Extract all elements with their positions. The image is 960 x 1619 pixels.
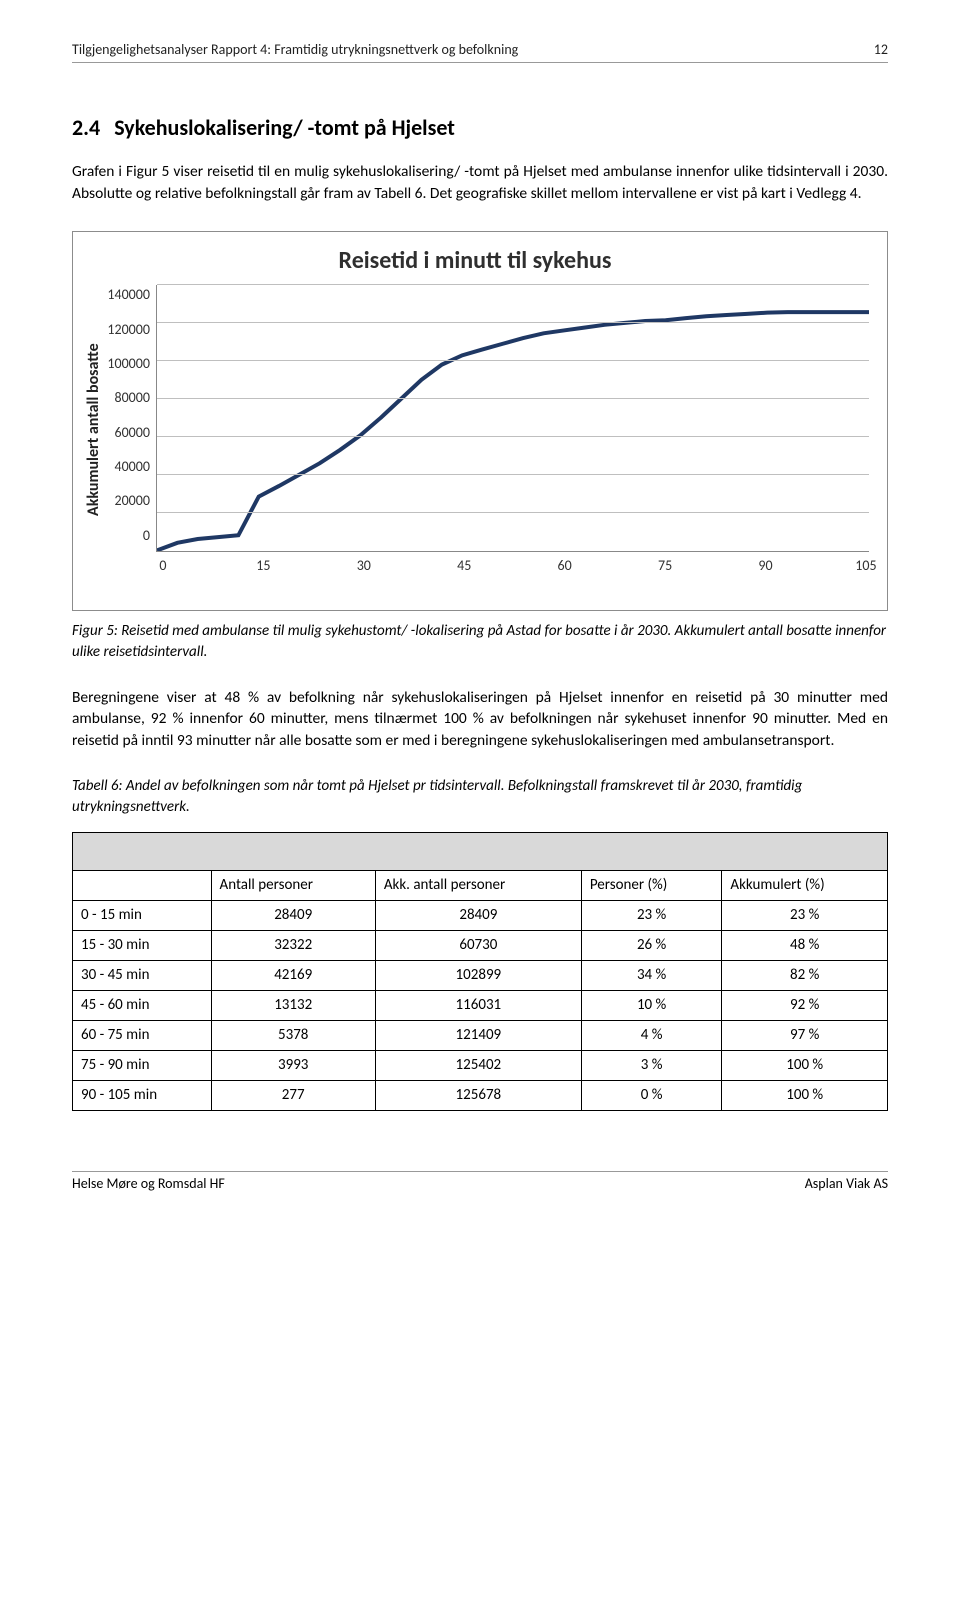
table-cell: 30 - 45 min [73, 960, 212, 990]
table-cell: 34 % [581, 960, 722, 990]
table-row: 15 - 30 min323226073026 %48 % [73, 930, 888, 960]
footer-right: Asplan Viak AS [805, 1174, 888, 1194]
xtick-label: 0 [148, 556, 178, 576]
ytick-label: 100000 [107, 354, 150, 374]
table-cell: 60 - 75 min [73, 1020, 212, 1050]
xtick-label: 105 [851, 556, 881, 576]
ytick-label: 0 [143, 526, 150, 546]
table-cell: 100 % [722, 1080, 888, 1110]
gridline [157, 360, 869, 361]
table-header-blank-row [73, 832, 888, 870]
table-cell: 75 - 90 min [73, 1050, 212, 1080]
table-cell: 82 % [722, 960, 888, 990]
page-header: Tilgjengelighetsanalyser Rapport 4: Fram… [72, 40, 888, 63]
table-cell: 15 - 30 min [73, 930, 212, 960]
table-row: 90 - 105 min2771256780 %100 % [73, 1080, 888, 1110]
gridline [157, 474, 869, 475]
gridline [157, 322, 869, 323]
chart-container: Reisetid i minutt til sykehus Akkumulert… [72, 231, 888, 611]
figure-caption: Figur 5: Reisetid med ambulanse til muli… [72, 621, 888, 663]
table-row: 60 - 75 min53781214094 %97 % [73, 1020, 888, 1050]
table-column-header: Antall personer [211, 870, 375, 900]
ytick-label: 140000 [107, 285, 150, 305]
intro-paragraph: Grafen i Figur 5 viser reisetid til en m… [72, 161, 888, 204]
table-row: 30 - 45 min4216910289934 %82 % [73, 960, 888, 990]
section-number: 2.4 [72, 114, 100, 141]
table-cell: 60730 [375, 930, 581, 960]
table-row: 75 - 90 min39931254023 %100 % [73, 1050, 888, 1080]
gridline [157, 512, 869, 513]
table-cell: 48 % [722, 930, 888, 960]
table-cell: 28409 [375, 900, 581, 930]
table-column-header: Akkumulert (%) [722, 870, 888, 900]
table-cell: 92 % [722, 990, 888, 1020]
gridline [157, 436, 869, 437]
table-row: 0 - 15 min284092840923 %23 % [73, 900, 888, 930]
table-cell: 10 % [581, 990, 722, 1020]
footer-left: Helse Møre og Romsdal HF [72, 1174, 225, 1194]
chart-plot-wrap: 0153045607590105 [156, 285, 869, 575]
table-cell: 90 - 105 min [73, 1080, 212, 1110]
table-caption: Tabell 6: Andel av befolkningen som når … [72, 776, 888, 818]
table-cell: 277 [211, 1080, 375, 1110]
xtick-label: 15 [248, 556, 278, 576]
chart-ylabel: Akkumulert antall bosatte [81, 285, 107, 575]
ytick-label: 20000 [114, 491, 149, 511]
table-body: 0 - 15 min284092840923 %23 %15 - 30 min3… [73, 900, 888, 1110]
chart-title: Reisetid i minutt til sykehus [81, 244, 869, 278]
body-paragraph: Beregningene viser at 48 % av befolkning… [72, 687, 888, 752]
chart-xticks: 0153045607590105 [156, 552, 869, 576]
table-cell: 0 % [581, 1080, 722, 1110]
table-cell: 26 % [581, 930, 722, 960]
table-cell: 5378 [211, 1020, 375, 1050]
xtick-label: 30 [349, 556, 379, 576]
table-cell: 3993 [211, 1050, 375, 1080]
table-head: Antall personerAkk. antall personerPerso… [73, 832, 888, 900]
section-title: Sykehuslokalisering/ -tomt på Hjelset [114, 114, 455, 141]
ytick-label: 80000 [114, 388, 149, 408]
section-heading: 2.4 Sykehuslokalisering/ -tomt på Hjelset [72, 113, 888, 144]
table-cell: 102899 [375, 960, 581, 990]
table-cell: 97 % [722, 1020, 888, 1050]
table-cell: 28409 [211, 900, 375, 930]
chart-plot [156, 285, 869, 551]
table-cell: 125678 [375, 1080, 581, 1110]
table-cell: 13132 [211, 990, 375, 1020]
table-cell: 0 - 15 min [73, 900, 212, 930]
gridline [157, 284, 869, 285]
ytick-label: 40000 [114, 457, 149, 477]
xtick-label: 45 [449, 556, 479, 576]
table-row: 45 - 60 min1313211603110 %92 % [73, 990, 888, 1020]
chart-area: Akkumulert antall bosatte 140000 120000 10… [81, 285, 869, 575]
table-cell: 125402 [375, 1050, 581, 1080]
table-header-row: Antall personerAkk. antall personerPerso… [73, 870, 888, 900]
page-footer: Helse Møre og Romsdal HF Asplan Viak AS [72, 1171, 888, 1194]
table-column-header: Personer (%) [581, 870, 722, 900]
chart-series-line [157, 313, 869, 551]
table-cell: 45 - 60 min [73, 990, 212, 1020]
xtick-label: 75 [650, 556, 680, 576]
table-column-header: Akk. antall personer [375, 870, 581, 900]
data-table: Antall personerAkk. antall personerPerso… [72, 832, 888, 1111]
ytick-label: 120000 [107, 320, 150, 340]
header-title: Tilgjengelighetsanalyser Rapport 4: Fram… [72, 40, 518, 60]
table-cell: 3 % [581, 1050, 722, 1080]
table-cell: 32322 [211, 930, 375, 960]
table-cell: 4 % [581, 1020, 722, 1050]
table-cell: 100 % [722, 1050, 888, 1080]
xtick-label: 90 [751, 556, 781, 576]
gridline [157, 398, 869, 399]
table-cell: 42169 [211, 960, 375, 990]
page-number: 12 [874, 40, 888, 60]
table-cell: 116031 [375, 990, 581, 1020]
table-cell: 23 % [581, 900, 722, 930]
xtick-label: 60 [550, 556, 580, 576]
table-column-header [73, 870, 212, 900]
ytick-label: 60000 [114, 423, 149, 443]
table-cell: 121409 [375, 1020, 581, 1050]
chart-yticks: 140000 120000 100000 80000 60000 40000 20000 0 [107, 285, 156, 545]
table-cell: 23 % [722, 900, 888, 930]
